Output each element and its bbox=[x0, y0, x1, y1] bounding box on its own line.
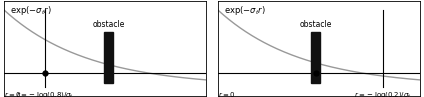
Text: obstacle: obstacle bbox=[92, 20, 125, 29]
Text: $r=-\log(0.2)/\sigma_t$: $r=-\log(0.2)/\sigma_t$ bbox=[354, 90, 412, 97]
Bar bbox=[104, 32, 113, 83]
Text: $r=0$: $r=0$ bbox=[4, 90, 22, 97]
Bar bbox=[311, 32, 320, 83]
Text: $\exp(-\sigma_t r)$: $\exp(-\sigma_t r)$ bbox=[10, 4, 52, 17]
Text: obstacle: obstacle bbox=[299, 20, 332, 29]
Text: $r=-\log(0.8)/\sigma_t$: $r=-\log(0.8)/\sigma_t$ bbox=[16, 90, 74, 97]
Text: $r=0$: $r=0$ bbox=[218, 90, 235, 97]
Text: $\exp(-\sigma_t r)$: $\exp(-\sigma_t r)$ bbox=[224, 4, 266, 17]
